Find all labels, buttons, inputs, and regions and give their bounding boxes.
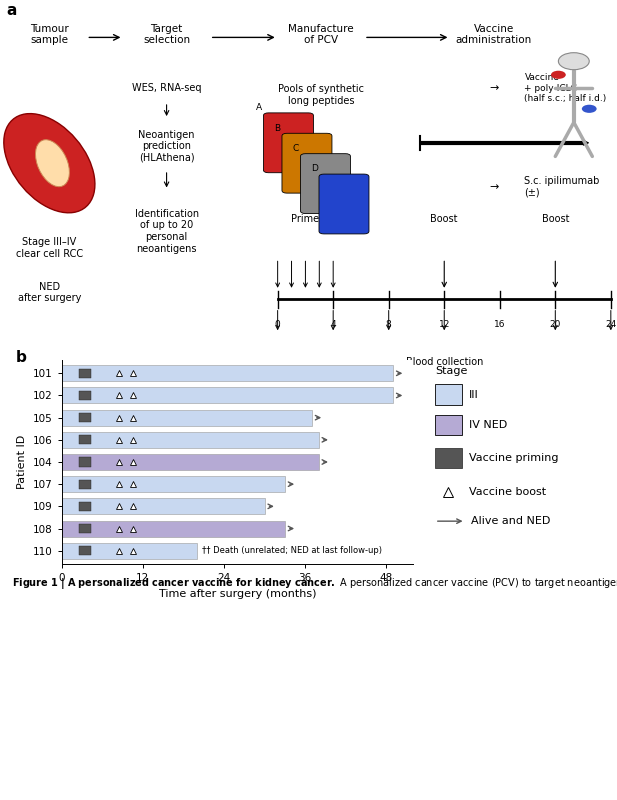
FancyBboxPatch shape: [319, 174, 369, 234]
Text: Tumour
sample: Tumour sample: [30, 24, 68, 46]
Text: 24: 24: [605, 320, 616, 329]
Bar: [79, 524, 91, 533]
Bar: [79, 546, 91, 555]
Text: Target
selection: Target selection: [143, 24, 190, 46]
FancyBboxPatch shape: [300, 154, 350, 214]
Text: Pools of synthetic
long peptides: Pools of synthetic long peptides: [278, 85, 364, 106]
Bar: [62, 521, 285, 537]
Text: Blood collection: Blood collection: [405, 357, 483, 367]
Bar: [79, 479, 91, 489]
Text: Boost: Boost: [431, 214, 458, 225]
Bar: [435, 415, 462, 435]
FancyBboxPatch shape: [282, 134, 332, 193]
Text: IV NED: IV NED: [470, 420, 508, 430]
FancyBboxPatch shape: [263, 113, 313, 173]
Bar: [62, 387, 393, 403]
Bar: [62, 410, 312, 426]
Bar: [62, 476, 285, 492]
Text: $\mathbf{Figure\ 1\ |\ A\ personalized\ cancer\ vaccine\ for\ kidney\ cancer.}$ : $\mathbf{Figure\ 1\ |\ A\ personalized\ …: [12, 576, 617, 591]
Text: NED
after surgery: NED after surgery: [18, 282, 81, 303]
Bar: [79, 413, 91, 422]
Bar: [62, 542, 197, 558]
Bar: [435, 385, 462, 405]
Circle shape: [582, 105, 597, 113]
Bar: [435, 448, 462, 468]
Ellipse shape: [4, 114, 95, 213]
Text: 12: 12: [439, 320, 450, 329]
Text: →: →: [489, 182, 499, 192]
Text: Vaccine
+ poly-ICLC
(half s.c.; half i.d.): Vaccine + poly-ICLC (half s.c.; half i.d…: [524, 74, 607, 103]
Bar: [79, 369, 91, 378]
Text: Manufacture
of PCV: Manufacture of PCV: [288, 24, 354, 46]
Text: 20: 20: [550, 320, 561, 329]
Ellipse shape: [36, 140, 69, 186]
Bar: [79, 502, 91, 511]
Text: Vaccine boost: Vaccine boost: [470, 486, 547, 497]
Bar: [79, 391, 91, 400]
Text: →: →: [489, 83, 499, 94]
Text: Vaccine
administration: Vaccine administration: [455, 24, 532, 46]
Bar: [62, 498, 265, 514]
X-axis label: Time after surgery (months): Time after surgery (months): [159, 589, 317, 598]
Y-axis label: Patient ID: Patient ID: [17, 435, 27, 489]
Text: 8: 8: [386, 320, 392, 329]
Text: Prime: Prime: [291, 214, 320, 225]
Text: 0: 0: [275, 320, 281, 329]
Text: WES, RNA-seq: WES, RNA-seq: [132, 83, 201, 94]
Bar: [62, 454, 319, 470]
Text: B: B: [275, 123, 281, 133]
Text: Alive and NED: Alive and NED: [471, 516, 550, 526]
Text: †† Death (unrelated; NED at last follow-up): †† Death (unrelated; NED at last follow-…: [202, 546, 383, 555]
Text: D: D: [311, 164, 318, 174]
Text: Boost: Boost: [542, 214, 569, 225]
Circle shape: [558, 53, 589, 70]
Bar: [79, 435, 91, 445]
Text: Stage III–IV
clear cell RCC: Stage III–IV clear cell RCC: [16, 238, 83, 259]
Text: Neoantigen
prediction
(HLAthena): Neoantigen prediction (HLAthena): [138, 130, 195, 163]
Text: Vaccine priming: Vaccine priming: [470, 453, 559, 463]
Text: A: A: [256, 103, 262, 112]
Text: 4: 4: [330, 320, 336, 329]
Text: a: a: [6, 3, 17, 18]
Bar: [62, 366, 393, 382]
Bar: [62, 432, 319, 448]
Text: S.c. ipilimumab
(±): S.c. ipilimumab (±): [524, 176, 600, 198]
Text: b: b: [16, 350, 27, 365]
Bar: [79, 458, 91, 466]
Text: 16: 16: [494, 320, 505, 329]
Text: Stage: Stage: [435, 366, 467, 376]
Text: III: III: [470, 390, 479, 400]
Text: Identification
of up to 20
personal
neoantigens: Identification of up to 20 personal neoa…: [135, 209, 199, 254]
Text: C: C: [293, 144, 299, 153]
Circle shape: [551, 70, 566, 79]
